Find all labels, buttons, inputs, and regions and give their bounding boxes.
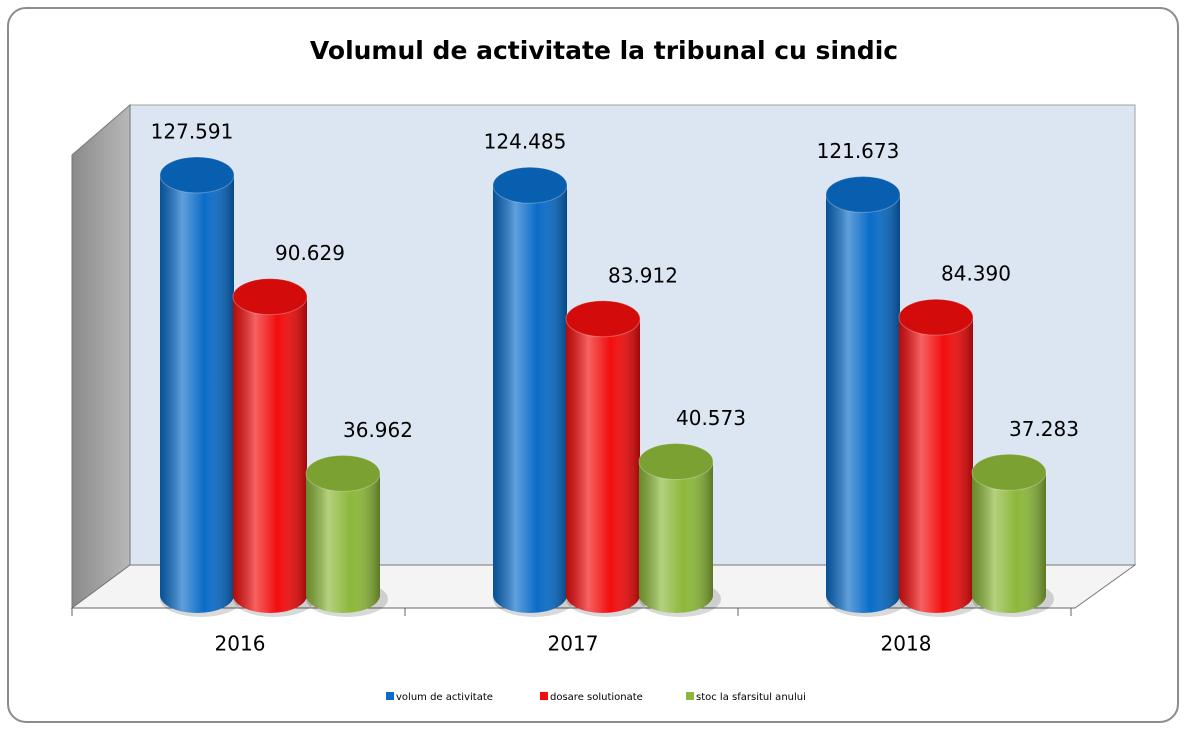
data-label: 121.673 — [817, 139, 900, 163]
data-label: 40.573 — [676, 406, 746, 430]
data-label: 90.629 — [275, 241, 345, 265]
bar — [638, 442, 714, 613]
chart-title: Volumul de activitate la tribunal cu sin… — [310, 36, 898, 65]
data-label: 84.390 — [941, 262, 1011, 286]
data-label: 37.283 — [1009, 417, 1079, 441]
bar — [492, 166, 568, 613]
bar — [971, 453, 1047, 613]
bar — [825, 175, 901, 613]
bar — [898, 298, 974, 613]
bar — [232, 278, 308, 613]
legend-label: volum de activitate — [396, 692, 493, 703]
x-tick-label: 2016 — [215, 632, 266, 656]
data-label: 124.485 — [484, 130, 567, 154]
x-tick-label: 2017 — [548, 632, 599, 656]
bar — [305, 454, 381, 613]
x-tick-label: 2018 — [881, 632, 932, 656]
data-label: 36.962 — [343, 418, 413, 442]
legend-swatch — [386, 692, 394, 700]
side-wall — [71, 103, 131, 609]
legend-label: dosare solutionate — [550, 692, 643, 703]
legend-swatch — [540, 692, 548, 700]
bar — [565, 300, 641, 613]
legend-label: stoc la sfarsitul anului — [696, 692, 806, 703]
legend-swatch — [686, 692, 694, 700]
data-label: 83.912 — [608, 263, 678, 287]
data-label: 127.591 — [151, 120, 234, 144]
bar — [159, 156, 235, 613]
